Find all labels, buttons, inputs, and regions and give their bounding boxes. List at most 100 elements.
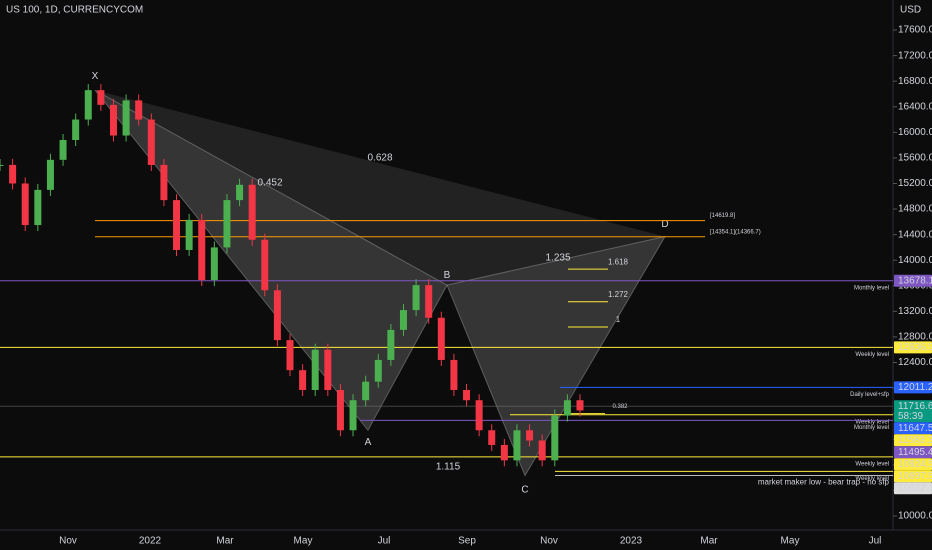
candle-body (59, 140, 67, 160)
candle-body (538, 440, 546, 461)
price-tag-label: 10697.5 (898, 471, 932, 482)
candle-body (160, 164, 168, 201)
price-tag-label: 11495.4 (898, 447, 932, 458)
candle-body (46, 159, 54, 190)
currency-label: USD (900, 5, 921, 16)
candle-body (450, 359, 458, 390)
pattern-point-label: D (661, 219, 668, 230)
level-label: Weekly level (855, 419, 889, 425)
price-tag-timer: 58:39 (898, 411, 923, 422)
x-tick-label: 2023 (620, 536, 643, 547)
price-tag-label: 13678.1 (898, 275, 932, 286)
x-tick-label: May (294, 536, 313, 547)
pattern-ratio: 0.628 (367, 153, 392, 164)
price-tag (894, 482, 932, 495)
candle-body (34, 189, 42, 226)
x-tick-label: Sep (458, 536, 476, 547)
price-tag-label: 11583.3 (898, 435, 932, 446)
level-label: Monthly level (854, 285, 889, 291)
candle-body (576, 400, 584, 411)
price-tag (894, 400, 932, 423)
candle-body (311, 349, 319, 390)
y-tick-label: 16400.0 (898, 101, 932, 112)
pattern-point-label: B (444, 270, 451, 281)
y-tick-label: 16800.0 (898, 76, 932, 87)
candle-body (500, 444, 508, 461)
price-tag (894, 381, 932, 394)
candle-body (84, 90, 92, 120)
pattern-xab (94, 89, 448, 432)
candle-body (286, 340, 294, 371)
candle-body (563, 400, 571, 416)
y-tick-label: 17200.0 (898, 50, 932, 61)
y-tick-label: 14400.0 (898, 229, 932, 240)
candle-body (261, 239, 269, 291)
candle-body (9, 164, 17, 184)
price-tag (894, 458, 932, 471)
candle-body (273, 290, 281, 341)
level-label: market maker low - bear trap - no sfp (758, 478, 890, 487)
candle-body (135, 100, 143, 120)
candle-body (147, 119, 155, 165)
fib-label: 1.272 (608, 290, 629, 299)
candle-body (223, 200, 231, 248)
y-tick-label: 14800.0 (898, 204, 932, 215)
candle-body (399, 310, 407, 330)
candle-body (336, 389, 344, 431)
candle-body (299, 370, 307, 390)
candle-body (0, 164, 4, 166)
pattern-ratio: 0.452 (257, 178, 282, 189)
y-tick-label: 17600.0 (898, 25, 932, 36)
x-tick-label: Jul (378, 536, 391, 547)
pattern-point-label: C (521, 484, 528, 495)
y-tick-label: 12400.0 (898, 357, 932, 368)
x-tick-label: Jul (869, 536, 882, 547)
level-label: Weekly level (855, 461, 889, 467)
candle-body (324, 349, 332, 390)
price-tag-label: 12636.9 (898, 342, 932, 353)
price-tag (894, 470, 932, 483)
y-tick-label: 12800.0 (898, 332, 932, 343)
pattern-ratio: 1.235 (545, 253, 570, 264)
price-tag (894, 434, 932, 447)
price-tag (894, 274, 932, 287)
price-tag-label: 12011.2 (898, 382, 932, 393)
candle-body (488, 430, 496, 445)
candle-body (97, 90, 105, 105)
pattern-ratio: 1.115 (436, 462, 461, 473)
y-tick-label: 14000.0 (898, 255, 932, 266)
candle-body (173, 200, 181, 250)
level-label: Daily level+sfp (850, 392, 890, 398)
x-tick-label: Nov (59, 536, 77, 547)
candle-body (463, 389, 471, 401)
pattern-point-label: X (92, 71, 99, 82)
candle-body (412, 285, 420, 311)
candle-body (513, 430, 521, 461)
level-label: [14619.8] (710, 213, 735, 219)
pattern-point-label: A (365, 437, 372, 448)
candle-body (122, 100, 130, 136)
level-label: [14354.1](14366.7) (710, 229, 761, 235)
candle-body (387, 329, 395, 360)
candle-body (425, 285, 433, 318)
candle-body (21, 183, 29, 226)
price-tag-label: 11716.6 (898, 401, 932, 412)
fib-label: 0.382 (612, 404, 628, 410)
y-tick-label: 13200.0 (898, 306, 932, 317)
candle-body (210, 247, 218, 281)
candle-body (236, 184, 244, 201)
price-tag (894, 422, 932, 435)
x-tick-label: Mar (216, 536, 234, 547)
chart-title: US 100, 1D, CURRENCYCOM (6, 5, 143, 16)
x-tick-label: Mar (700, 536, 718, 547)
x-tick-label: 2022 (139, 536, 162, 547)
y-tick-label: 10000.0 (898, 511, 932, 522)
candle-body (437, 317, 445, 360)
price-tag-label: 10632.1 (898, 483, 932, 494)
candle-body (551, 415, 559, 461)
candle-body (362, 381, 370, 401)
candle-body (248, 184, 256, 240)
y-tick-label: 15200.0 (898, 178, 932, 189)
level-label: Weekly level (855, 352, 889, 358)
